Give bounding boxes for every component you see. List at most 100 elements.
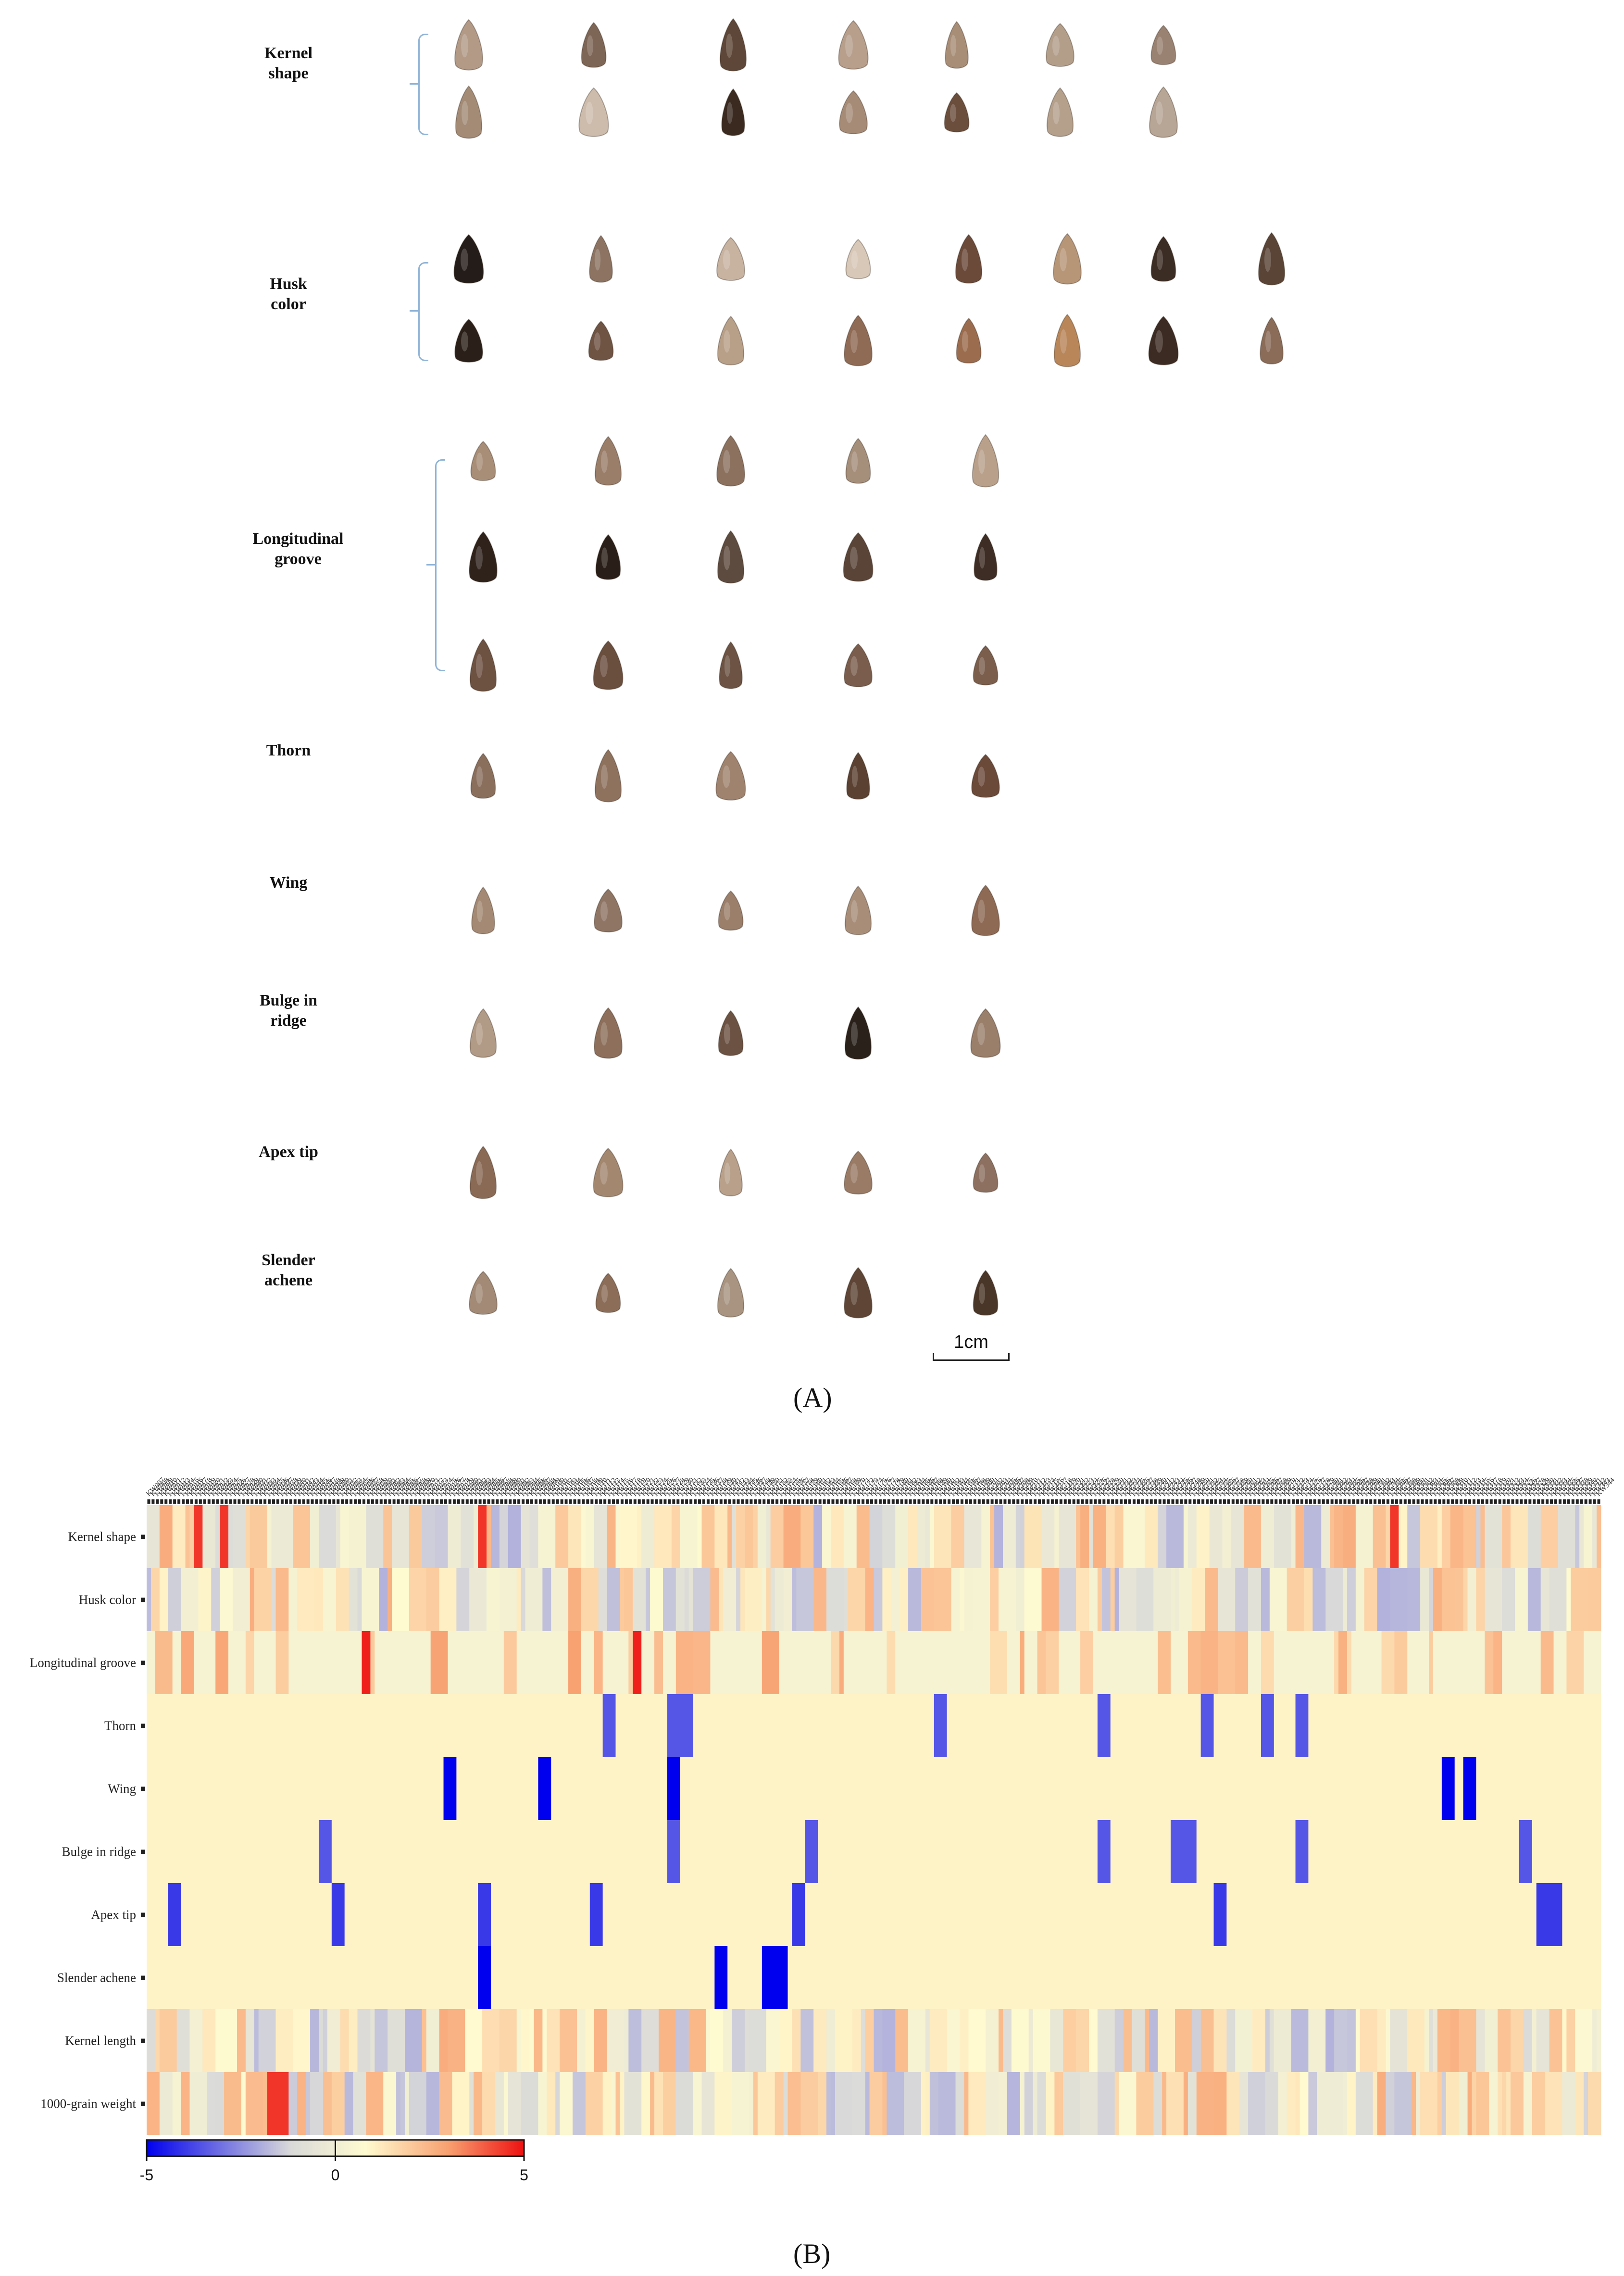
column-tick bbox=[754, 1499, 757, 1504]
heatmap-cell bbox=[1252, 2009, 1266, 2072]
heatmap-cell bbox=[1110, 1694, 1201, 1757]
column-tick bbox=[397, 1499, 400, 1504]
column-tick bbox=[1300, 1499, 1303, 1504]
heatmap-cell bbox=[1097, 2072, 1115, 2135]
column-tick bbox=[169, 1499, 172, 1504]
heatmap-cell bbox=[1454, 1757, 1464, 1820]
column-tick bbox=[556, 1499, 559, 1504]
heatmap-cell bbox=[581, 1505, 586, 1568]
heatmap-cell bbox=[542, 2009, 547, 2072]
heatmap-cell bbox=[1575, 2009, 1593, 2072]
heatmap-cell bbox=[1261, 1568, 1270, 1631]
column-tick bbox=[745, 1499, 749, 1504]
heatmap-cell bbox=[284, 1505, 293, 1568]
column-tick bbox=[900, 1499, 903, 1504]
column-tick bbox=[582, 1499, 585, 1504]
heatmap-cell bbox=[1532, 2009, 1537, 2072]
column-tick bbox=[603, 1499, 607, 1504]
heatmap-cell bbox=[710, 1568, 719, 1631]
column-tick bbox=[1262, 1499, 1265, 1504]
heatmap-cell bbox=[662, 1631, 676, 1694]
bulge-in-ridge-seed bbox=[469, 1008, 497, 1058]
column-tick bbox=[655, 1499, 658, 1504]
heatmap-cell bbox=[624, 2009, 629, 2072]
column-tick bbox=[405, 1499, 409, 1504]
column-tick bbox=[237, 1499, 241, 1504]
heatmap-cell bbox=[650, 2072, 655, 2135]
heatmap-cell bbox=[968, 2072, 986, 2135]
heatmap-cell bbox=[1046, 2072, 1055, 2135]
column-tick bbox=[1296, 1499, 1299, 1504]
heatmap-cell bbox=[1002, 2009, 1012, 2072]
heatmap-cell bbox=[1114, 1568, 1120, 1631]
heatmap-cell bbox=[999, 2072, 1008, 2135]
heatmap-cell bbox=[925, 1505, 930, 1568]
heatmap-cell bbox=[1097, 1568, 1102, 1631]
column-tick bbox=[474, 1499, 477, 1504]
heatmap-cell bbox=[1454, 1568, 1464, 1631]
column-tick bbox=[1025, 1499, 1028, 1504]
heatmap-cell bbox=[185, 1505, 190, 1568]
column-tick bbox=[836, 1499, 839, 1504]
heatmap-cell bbox=[779, 2009, 792, 2072]
heatmap-cell bbox=[245, 2009, 255, 2072]
column-tick bbox=[1029, 1499, 1033, 1504]
heatmap-cell bbox=[633, 1631, 642, 1694]
column-tick bbox=[1447, 1499, 1450, 1504]
heatmap-cell bbox=[288, 2072, 298, 2135]
column-tick bbox=[328, 1499, 331, 1504]
kernel-shape-seed bbox=[1149, 86, 1178, 138]
panel-a-seed-photos: Kernel shape Husk color Longitudinal groov… bbox=[253, 18, 1286, 1361]
heatmap-cell bbox=[581, 1631, 595, 1694]
heatmap-cell bbox=[508, 2072, 522, 2135]
heatmap-cell bbox=[1080, 1505, 1089, 1568]
heatmap-cell bbox=[934, 1505, 952, 1568]
apex-tip-seed bbox=[469, 1145, 497, 1199]
apex-tip-seed bbox=[973, 1152, 999, 1193]
heatmap-cell bbox=[1239, 2072, 1249, 2135]
heatmap-cell bbox=[448, 1631, 504, 1694]
heatmap-cell bbox=[318, 1505, 337, 1568]
column-tick bbox=[1489, 1499, 1493, 1504]
heatmap-cell bbox=[637, 1505, 642, 1568]
heatmap-cell bbox=[409, 1505, 423, 1568]
heatmap-cell bbox=[331, 1883, 345, 1946]
heatmap-cell bbox=[534, 2009, 543, 2072]
heatmap-cell bbox=[843, 1631, 887, 1694]
heatmap-cell bbox=[581, 1568, 599, 1631]
column-tick bbox=[1167, 1499, 1170, 1504]
heatmap-cell bbox=[999, 1568, 1016, 1631]
husk-color-label: Husk color bbox=[270, 275, 307, 313]
heatmap-cell bbox=[1196, 2072, 1214, 2135]
column-tick bbox=[1128, 1499, 1132, 1504]
slender-achene-label: Slender achene bbox=[262, 1251, 315, 1289]
column-tick bbox=[1132, 1499, 1136, 1504]
heatmap-cell bbox=[843, 1568, 849, 1631]
column-tick bbox=[1460, 1499, 1463, 1504]
column-tick bbox=[1339, 1499, 1342, 1504]
column-tick bbox=[917, 1499, 921, 1504]
column-tick bbox=[268, 1499, 271, 1504]
heatmap-cell bbox=[908, 1568, 922, 1631]
husk-color-seed bbox=[1150, 236, 1176, 282]
slender-achene-seed bbox=[973, 1270, 999, 1316]
column-tick bbox=[1421, 1499, 1424, 1504]
heatmap-cell bbox=[607, 1568, 620, 1631]
heatmap-cell bbox=[426, 1568, 440, 1631]
heatmap-cell bbox=[1226, 2072, 1240, 2135]
heatmap-cell bbox=[839, 1631, 844, 1694]
heatmap-cell bbox=[490, 1946, 715, 2009]
heatmap-cell bbox=[865, 2072, 870, 2135]
heatmap-cell bbox=[344, 2072, 354, 2135]
column-tick bbox=[354, 1499, 357, 1504]
column-tick bbox=[818, 1499, 822, 1504]
thorn-seed bbox=[470, 753, 496, 799]
heatmap-cell bbox=[172, 1631, 182, 1694]
scale-bar: 1cm bbox=[933, 1332, 1010, 1361]
heatmap-cell bbox=[1592, 2009, 1597, 2072]
bulge-in-ridge-label: Bulge in ridge bbox=[260, 992, 317, 1030]
slender-achene-seed bbox=[717, 1268, 745, 1318]
heatmap-cell bbox=[487, 1505, 491, 1568]
heatmap-cell bbox=[615, 1505, 620, 1568]
heatmap-cell bbox=[1308, 2009, 1326, 2072]
